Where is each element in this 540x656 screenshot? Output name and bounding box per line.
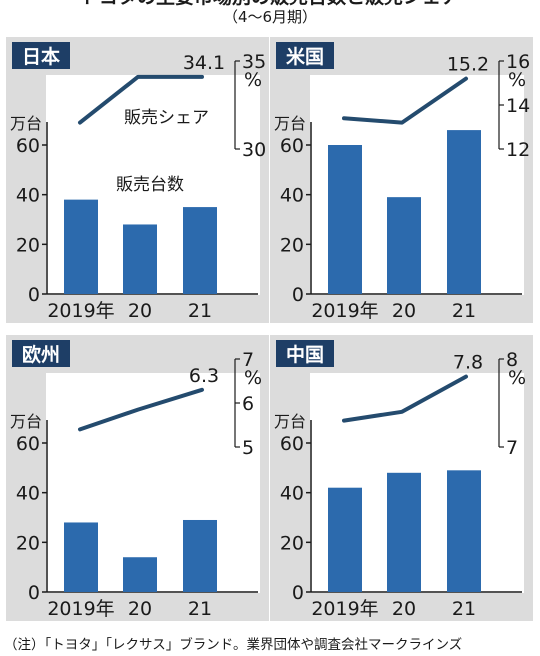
bar-japan (123, 224, 157, 294)
chart-period: （4〜6月期） (222, 8, 318, 26)
share-tick-label-japan: 30 (242, 139, 266, 161)
share-line-europe (78, 387, 204, 432)
x-category-label-japan: 20 (128, 300, 152, 322)
bar-usa (387, 197, 421, 294)
y-tick-label-europe: 20 (16, 532, 40, 554)
share-end-label-japan: 34.1 (183, 52, 225, 74)
x-category-label-japan: 2019年 (47, 300, 114, 322)
bar-usa (447, 130, 481, 294)
share-tick-label-china: 8 (506, 349, 518, 371)
footnote: （注）「トヨタ」「レクサス」ブランド。業界団体や調査会社マークラインズ (4, 637, 463, 653)
region-label-usa: 米国 (286, 45, 324, 68)
x-category-label-usa: 21 (452, 300, 476, 322)
region-label-europe: 欧州 (22, 343, 60, 366)
share-unit-europe: % (244, 367, 262, 389)
chart-usa: 米国 0 20 40 60 万台 2019年 20 21 16 14 12% 15.2 (274, 42, 530, 322)
share-line-usa (342, 76, 468, 125)
y-tick-label-usa: 60 (280, 135, 304, 157)
share-unit-usa: % (508, 69, 526, 91)
y-tick-label-europe: 60 (16, 433, 40, 455)
share-tick-label-europe: 5 (242, 437, 254, 459)
share-line-china (342, 374, 468, 423)
bar-china (328, 487, 362, 592)
y-tick-label-japan: 0 (28, 284, 40, 306)
x-category-label-usa: 20 (392, 300, 416, 322)
y-tick-label-usa: 0 (292, 284, 304, 306)
region-label-box-usa (276, 42, 334, 69)
share-end-label-china: 7.8 (453, 352, 483, 374)
share-end-label-usa: 15.2 (447, 54, 489, 76)
bar-china (387, 472, 421, 592)
bar-japan (183, 207, 217, 294)
share-tick-label-europe: 6 (242, 393, 254, 415)
x-category-label-china: 20 (392, 598, 416, 620)
bar-europe (123, 557, 157, 592)
bar-europe (64, 522, 98, 592)
x-category-label-china: 21 (452, 598, 476, 620)
share-tick-label-usa: 16 (506, 51, 530, 73)
share-unit-japan: % (244, 69, 262, 91)
value-label-japan: 販売台数 (116, 175, 184, 195)
region-label-box-europe (12, 340, 70, 367)
y-tick-label-usa: 20 (280, 234, 304, 256)
x-category-label-europe: 20 (128, 598, 152, 620)
unit-label-europe: 万台 (10, 412, 42, 431)
x-category-label-usa: 2019年 (311, 300, 378, 322)
x-category-label-europe: 2019年 (47, 598, 114, 620)
bar-japan (64, 199, 98, 294)
bar-china (447, 470, 481, 592)
share-tick-label-usa: 14 (506, 95, 530, 117)
share-tick-label-usa: 12 (506, 139, 530, 161)
y-tick-label-europe: 0 (28, 582, 40, 604)
bar-europe (183, 519, 217, 592)
x-category-label-japan: 21 (188, 300, 212, 322)
unit-label-china: 万台 (274, 412, 306, 431)
y-tick-label-europe: 40 (16, 483, 40, 505)
y-tick-label-china: 40 (280, 483, 304, 505)
share-tick-label-japan: 35 (242, 51, 266, 73)
x-category-label-china: 2019年 (311, 598, 378, 620)
region-label-japan: 日本 (22, 45, 60, 68)
panel-japan: 日本 0 20 40 60 万台 2019年 20 21 販売台数 35 30% 34.1 販売シェア (6, 37, 269, 323)
region-label-box-china (276, 340, 334, 367)
share-end-label-europe: 6.3 (189, 365, 219, 387)
y-tick-label-china: 0 (292, 582, 304, 604)
region-label-china: 中国 (286, 343, 324, 366)
panel-europe: 欧州 0 20 40 60 万台 2019年 20 21 7 6 5% 6.3 (6, 335, 269, 621)
unit-label-japan: 万台 (10, 114, 42, 133)
panel-usa: 米国 0 20 40 60 万台 2019年 20 21 16 14 12% 15.2 (270, 37, 533, 323)
chart-title: トヨタの主要市場別の販売台数と販売シェア (0, 0, 540, 8)
y-tick-label-usa: 40 (280, 185, 304, 207)
panel-china: 中国 0 20 40 60 万台 2019年 20 21 8 7% 7.8 (270, 335, 533, 621)
share-unit-china: % (508, 367, 526, 389)
share-tick-label-europe: 7 (242, 349, 254, 371)
share-label-japan: 販売シェア (124, 108, 209, 128)
chart-europe: 欧州 0 20 40 60 万台 2019年 20 21 7 6 5% 6.3 (10, 340, 262, 620)
y-tick-label-japan: 20 (16, 234, 40, 256)
share-line-japan (78, 74, 204, 125)
y-tick-label-japan: 60 (16, 135, 40, 157)
unit-label-usa: 万台 (274, 114, 306, 133)
region-label-box-japan (12, 42, 70, 69)
chart-china: 中国 0 20 40 60 万台 2019年 20 21 8 7% 7.8 (274, 340, 526, 620)
chart-japan: 日本 0 20 40 60 万台 2019年 20 21 販売台数 35 30% 34.1 販売シェア (10, 42, 266, 322)
bar-usa (328, 145, 362, 294)
y-tick-label-japan: 40 (16, 185, 40, 207)
x-category-label-europe: 21 (188, 598, 212, 620)
y-tick-label-china: 20 (280, 532, 304, 554)
y-tick-label-china: 60 (280, 433, 304, 455)
share-tick-label-china: 7 (506, 437, 518, 459)
